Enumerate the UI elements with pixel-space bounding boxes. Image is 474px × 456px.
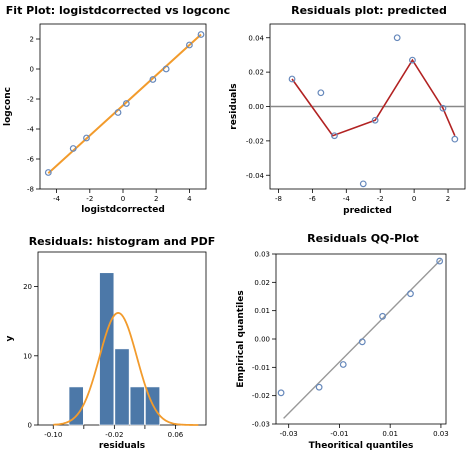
data-point — [331, 132, 338, 140]
x-tick-label: 4 — [187, 195, 192, 203]
data-point — [371, 116, 379, 124]
y-tick-label: 0.03 — [254, 251, 270, 259]
y-tick-label: -8 — [27, 186, 34, 194]
x-tick-label: -0.01 — [330, 430, 348, 438]
y-tick-label: 0.01 — [254, 307, 270, 315]
smooth-trend-line — [291, 58, 456, 137]
data-point — [317, 89, 325, 97]
data-point — [149, 76, 157, 83]
x-axis-label: logistdcorrected — [81, 205, 165, 215]
data-point — [44, 169, 52, 176]
data-point — [69, 145, 77, 152]
x-axis-label: residuals — [99, 441, 145, 451]
x-tick-label: -2 — [377, 195, 384, 203]
y-tick-label: 10 — [23, 352, 32, 360]
data-point — [409, 56, 416, 64]
y-tick-label: -0.02 — [252, 392, 270, 400]
y-tick-label: -0.02 — [246, 137, 264, 145]
data-point — [315, 383, 323, 391]
y-tick-label: 0 — [30, 66, 34, 74]
data-point — [277, 389, 285, 397]
data-point — [359, 180, 367, 188]
x-axis-label: Theoritical quantiles — [309, 441, 414, 451]
x-tick-label: 0 — [412, 195, 416, 203]
chart-panel-3: Residuals: histogram and PDF -0.10 -0.02 0.… — [5, 235, 215, 451]
x-tick-label: -0.02 — [105, 431, 123, 439]
y-axis-label: residuals — [229, 83, 239, 129]
pdf-curve — [53, 312, 199, 426]
chart-panel-1: Fit Plot: logistdcorrected vs logconc -4 -… — [3, 4, 230, 215]
y-tick-label: -2 — [27, 96, 34, 104]
x-tick-label: -2 — [86, 195, 93, 203]
data-point — [451, 135, 459, 143]
y-tick-label: 0.02 — [254, 279, 270, 287]
y-tick-label: -0.01 — [252, 364, 270, 372]
x-tick-label: -4 — [343, 195, 351, 203]
x-tick-label: -0.03 — [280, 430, 298, 438]
y-tick-label: -4 — [27, 126, 35, 134]
data-point — [339, 361, 347, 368]
x-tick-label: -6 — [309, 195, 317, 203]
data-point — [439, 104, 447, 112]
data-point — [162, 65, 170, 73]
fit-line — [47, 33, 202, 174]
y-tick-label: 0.04 — [248, 34, 264, 42]
x-tick-label: 0.03 — [433, 430, 449, 438]
y-tick-label: -0.03 — [252, 421, 270, 429]
data-point — [393, 34, 401, 42]
chart-panel-4: Residuals QQ-Plot -0.03 -0.01 0.01 0.03 -0.03… — [236, 232, 449, 451]
histogram-bar — [114, 348, 130, 426]
x-tick-label: -0.10 — [44, 431, 62, 439]
data-point — [197, 31, 205, 38]
y-tick-label: 0.00 — [254, 336, 270, 344]
x-axis-label: predicted — [343, 206, 392, 216]
chart-title: Fit Plot: logistdcorrected vs logconc — [6, 4, 230, 17]
histogram-bar — [99, 272, 115, 426]
y-tick-label: 0.00 — [248, 103, 264, 111]
y-tick-label: 0.02 — [248, 69, 264, 77]
x-tick-label: 0.06 — [168, 431, 184, 439]
chart-title: Residuals plot: predicted — [291, 4, 447, 17]
y-axis-label: logconc — [3, 87, 13, 126]
data-point — [114, 109, 122, 116]
y-tick-label: 20 — [23, 283, 32, 291]
chart-title: Residuals: histogram and PDF — [29, 235, 216, 248]
histogram-bar — [129, 386, 145, 426]
x-tick-label: 0 — [121, 195, 125, 203]
x-tick-label: 0.01 — [382, 430, 398, 438]
data-point — [407, 290, 414, 298]
x-tick-label: -8 — [275, 195, 282, 203]
data-point — [436, 257, 444, 265]
data-point — [83, 134, 90, 142]
x-tick-label: 2 — [446, 195, 450, 203]
data-point — [288, 75, 296, 83]
data-point — [185, 41, 193, 49]
y-axis-label: Empirical quantiles — [236, 290, 246, 387]
chart-panel-2: Residuals plot: predicted -8 -6 -4 -2 0 2 -0.04… — [229, 4, 466, 216]
y-tick-label: 2 — [30, 36, 34, 44]
y-tick-label: -0.04 — [246, 172, 265, 180]
data-point — [122, 100, 130, 107]
chart-title: Residuals QQ-Plot — [307, 232, 419, 245]
x-tick-label: -4 — [53, 195, 61, 203]
y-tick-label: 0 — [28, 422, 32, 430]
data-point — [358, 338, 366, 346]
x-tick-label: 2 — [154, 195, 158, 203]
y-axis-label: y — [5, 335, 15, 341]
y-tick-label: -6 — [27, 156, 35, 164]
data-point — [379, 312, 386, 320]
